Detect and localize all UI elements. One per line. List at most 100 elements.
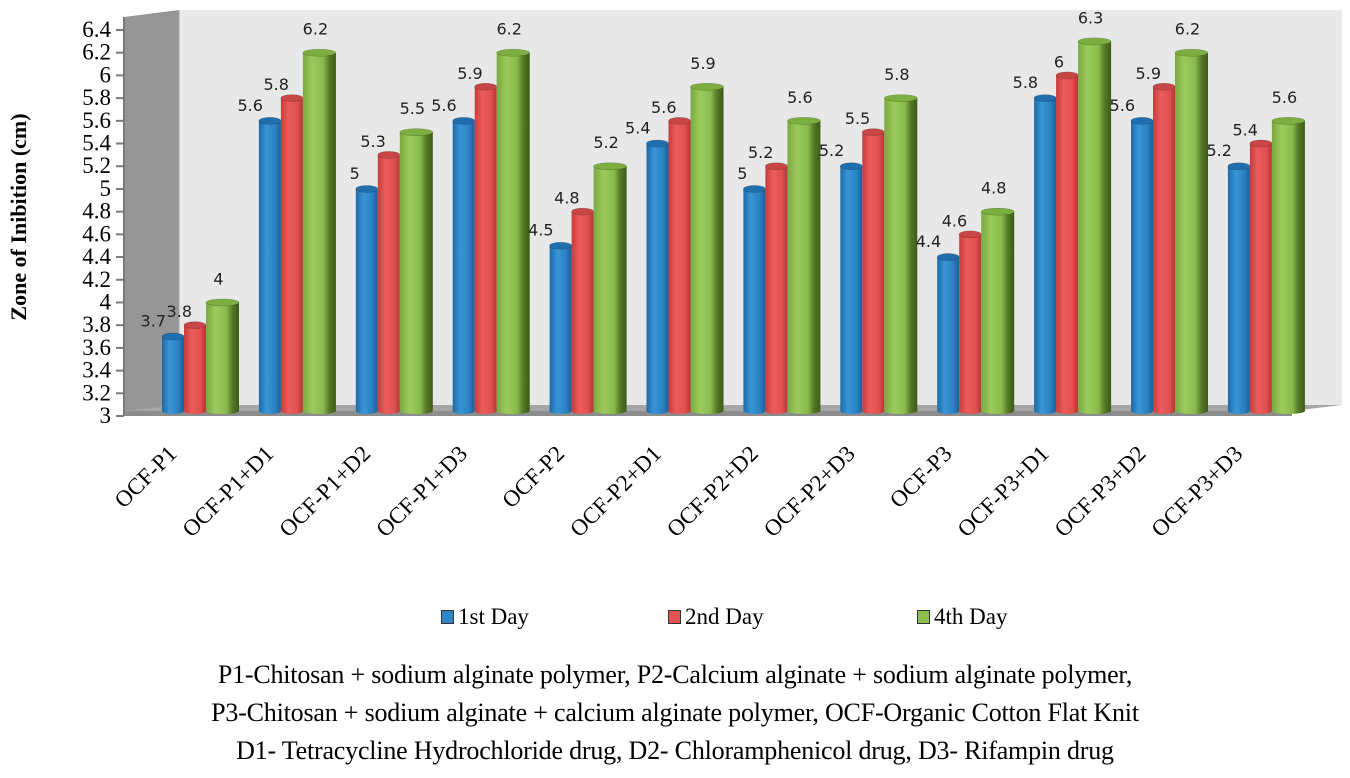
bar-base-1st-day [1034, 408, 1057, 414]
data-label-4th-day: 5.5 [400, 99, 425, 118]
bar-4th-day [1078, 41, 1112, 412]
bar-top-2nd-day [474, 82, 498, 91]
bar-top-1st-day [1130, 117, 1154, 125]
y-axis-title: Zone of Inibition (cm) [6, 113, 31, 320]
bar-2nd-day [1249, 143, 1272, 411]
bar-base-2nd-day [765, 408, 788, 414]
bar-base-2nd-day [1056, 408, 1079, 414]
bar-top-1st-day [743, 185, 766, 193]
caption-line-3: D1- Tetracycline Hydrochloride drug, D2-… [236, 736, 1114, 765]
bar-1st-day [452, 120, 475, 411]
bar-base-4th-day [884, 408, 918, 414]
bar-1st-day [646, 143, 669, 411]
bar-4th-day [1271, 120, 1305, 411]
data-label-1st-day: 4.4 [916, 232, 941, 251]
bar-top-2nd-day [1249, 139, 1273, 148]
y-tick-label: 4.2 [82, 267, 111, 292]
legend-label: 4th Day [934, 604, 1008, 629]
y-tick-label: 4.4 [82, 244, 111, 269]
y-tick-label: 5.8 [82, 85, 111, 110]
bar-group [743, 117, 821, 414]
bar-base-4th-day [593, 408, 627, 414]
data-label-1st-day: 4.5 [528, 221, 553, 240]
bar-base-4th-day [981, 408, 1015, 414]
data-label-4th-day: 6.2 [496, 20, 521, 39]
bar-group [161, 298, 240, 414]
bar-base-2nd-day [280, 408, 303, 414]
data-label-2nd-day: 5.4 [1232, 121, 1257, 140]
x-tick-label: OCF-P3+D1 [953, 441, 1054, 542]
data-label-4th-day: 5.6 [787, 88, 812, 107]
y-tick-label: 4.8 [82, 199, 111, 224]
bar-2nd-day [377, 154, 400, 411]
bar-2nd-day [1153, 86, 1175, 411]
bar-group [549, 162, 627, 414]
data-label-2nd-day: 5.2 [748, 143, 773, 162]
y-tick-label: 3 [100, 403, 112, 428]
bar-base-4th-day [399, 408, 433, 414]
bar-4th-day [1175, 52, 1208, 412]
data-label-2nd-day: 5.8 [263, 75, 288, 94]
bar-top-2nd-day [765, 162, 788, 171]
legend-item-1st-day: 1st Day [441, 604, 529, 630]
bar-top-1st-day [936, 253, 960, 261]
bar-group [452, 48, 531, 414]
bar-group [1130, 48, 1209, 414]
bar-base-1st-day [355, 408, 378, 414]
bar-1st-day [1227, 166, 1250, 411]
bar-top-1st-day [258, 117, 282, 125]
bar-4th-day [302, 52, 336, 412]
bar-group [936, 207, 1015, 414]
y-tick-label: 3.2 [82, 380, 111, 405]
bar-base-2nd-day [184, 408, 206, 414]
data-label-4th-day: 6.3 [1078, 8, 1103, 27]
data-label-4th-day: 4 [213, 269, 223, 288]
bar-top-4th-day [205, 298, 240, 307]
bar-base-1st-day [840, 408, 863, 414]
x-tick-label: OCF-P2+D2 [662, 441, 763, 542]
bar-4th-day [787, 120, 821, 411]
bar-base-1st-day [743, 408, 766, 414]
data-label-1st-day: 5.6 [1110, 96, 1135, 115]
data-label-1st-day: 5.2 [1206, 141, 1231, 160]
bar-2nd-day [571, 211, 594, 411]
y-tick-label: 6.2 [82, 40, 111, 65]
bar-4th-day [690, 86, 724, 411]
bar-top-1st-day [646, 139, 669, 148]
bar-4th-day [884, 98, 918, 411]
bar-base-1st-day [1131, 408, 1153, 414]
data-label-2nd-day: 5.5 [845, 109, 870, 128]
y-tick-label: 4.6 [82, 221, 111, 246]
bar-top-1st-day [1033, 94, 1057, 102]
bar-group [839, 94, 918, 414]
chart-side-wall [124, 10, 179, 416]
bar-base-4th-day [787, 408, 821, 414]
bar-group [1227, 117, 1306, 414]
bar-top-4th-day [787, 117, 821, 125]
bar-base-1st-day [162, 408, 184, 414]
bar-base-4th-day [1078, 408, 1112, 414]
legend-label: 2nd Day [685, 604, 764, 629]
bar-top-4th-day [980, 207, 1015, 216]
bar-base-2nd-day [1249, 408, 1272, 414]
bar-top-2nd-day [1152, 82, 1176, 91]
data-label-4th-day: 5.2 [593, 133, 618, 152]
bar-4th-day [399, 132, 433, 412]
bar-group [1033, 37, 1112, 414]
data-label-1st-day: 5.6 [237, 96, 262, 115]
x-tick-label: OCF-P2 [497, 441, 569, 513]
data-label-4th-day: 6.2 [303, 20, 328, 39]
data-label-4th-day: 5.6 [1272, 88, 1297, 107]
y-tick-label: 6 [100, 62, 112, 87]
bar-1st-day [937, 257, 960, 411]
x-tick-label: OCF-P1+D2 [274, 441, 375, 542]
x-tick-label: OCF-P2+D3 [759, 441, 860, 542]
bar-top-2nd-day [958, 230, 982, 239]
data-label-4th-day: 4.8 [981, 179, 1006, 198]
x-tick-label: OCF-P1+D3 [371, 441, 472, 542]
bar-top-2nd-day [280, 94, 304, 102]
bar-base-2nd-day [571, 408, 594, 414]
bar-top-4th-day [302, 48, 337, 57]
legend-label: 1st Day [458, 604, 529, 629]
data-label-4th-day: 6.2 [1175, 20, 1200, 39]
